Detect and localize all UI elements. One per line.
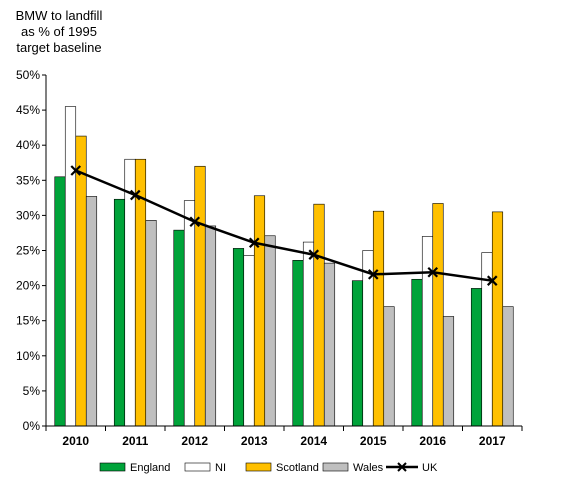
bar-ni-2014 [302, 241, 315, 427]
legend: England NI Scotland Wales UK [99, 462, 438, 474]
uk-line-layer [70, 165, 498, 286]
axes-layer: 0% 5% 10% 15% 20% 25% 30% 35% 40% 45% 50% 2010 2011 2… [16, 68, 523, 448]
y-tick-label: 10% [16, 349, 40, 363]
y-axis-label-line-2: as % of 1995 [21, 24, 97, 39]
bar-england-2012 [173, 229, 185, 427]
y-tick-label: 20% [16, 279, 40, 293]
y-tick-label: 30% [16, 208, 40, 222]
legend-item-uk: UK [386, 462, 438, 474]
x-tick-label: 2017 [479, 434, 506, 448]
bar-ni-2016 [421, 236, 434, 427]
legend-label: Scotland [276, 462, 319, 474]
bar-scotland-2012 [194, 165, 206, 427]
uk-marker-2013 [248, 237, 260, 249]
uk-marker-2017 [486, 275, 498, 286]
legend-label: NI [215, 462, 226, 474]
x-tick-label: 2015 [360, 434, 387, 448]
legend-swatch [184, 462, 211, 472]
bar-england-2017 [470, 288, 483, 427]
bar-wales-2012 [204, 225, 217, 427]
legend-item-ni: NI [184, 462, 226, 474]
bar-scotland-2014 [313, 203, 325, 427]
bar-scotland-2013 [253, 195, 266, 427]
uk-marker-2012 [189, 216, 201, 227]
y-axis-label-line-3: target baseline [16, 40, 102, 55]
bar-scotland-2017 [491, 211, 504, 427]
bar-ni-2011 [124, 158, 136, 427]
x-tick-label: 2014 [300, 434, 327, 448]
bar-wales-2011 [145, 220, 157, 427]
bar-ni-2013 [243, 255, 255, 427]
bar-wales-2014 [323, 262, 336, 427]
y-tick-label: 45% [16, 103, 40, 117]
y-tick-label: 35% [16, 173, 40, 187]
bar-wales-2015 [383, 306, 395, 427]
y-tick-label: 5% [23, 384, 41, 398]
y-axis-label-line-1: BMW to landfill [15, 8, 103, 23]
uk-series-line [75, 169, 493, 282]
bar-england-2014 [292, 260, 304, 427]
bar-england-2010 [54, 176, 66, 427]
x-tick-label: 2016 [419, 434, 446, 448]
bar-england-2011 [113, 198, 126, 427]
x-tick-label: 2013 [241, 434, 268, 448]
bar-wales-2010 [85, 196, 98, 427]
legend-label: UK [422, 462, 438, 474]
y-tick-label: 50% [16, 68, 40, 82]
legend-item-scotland: Scotland [245, 462, 319, 474]
uk-marker-2015 [367, 269, 379, 280]
bars-layer [54, 106, 514, 427]
legend-swatch [322, 462, 349, 472]
y-tick-label: 25% [16, 244, 40, 258]
legend-item-wales: Wales [322, 462, 384, 474]
bar-scotland-2010 [75, 135, 87, 427]
y-tick-label: 40% [16, 138, 40, 152]
bar-scotland-2016 [432, 203, 444, 427]
legend-swatch [245, 462, 272, 472]
uk-marker-2014 [308, 249, 320, 260]
bar-wales-2017 [502, 306, 514, 427]
bar-england-2013 [232, 248, 245, 427]
x-tick-label: 2010 [62, 434, 89, 448]
bar-scotland-2015 [372, 210, 385, 427]
x-tick-label: 2012 [181, 434, 208, 448]
bar-ni-2010 [64, 106, 77, 427]
legend-label: England [130, 462, 170, 474]
y-tick-label: 0% [23, 419, 41, 433]
legend-label: Wales [353, 462, 384, 474]
y-tick-label: 15% [16, 314, 40, 328]
bar-wales-2016 [442, 316, 455, 427]
bar-ni-2012 [183, 200, 196, 427]
bar-england-2016 [411, 278, 423, 427]
legend-swatch [99, 462, 126, 472]
uk-marker-2011 [129, 189, 141, 201]
legend-item-england: England [99, 462, 170, 474]
y-axis-label: BMW to landfill as % of 1995 target base… [0, 8, 118, 56]
bar-wales-2013 [264, 235, 276, 427]
uk-marker-2016 [427, 266, 439, 278]
uk-marker-2010 [70, 165, 82, 176]
x-tick-label: 2011 [122, 434, 148, 448]
bar-england-2015 [351, 280, 364, 427]
